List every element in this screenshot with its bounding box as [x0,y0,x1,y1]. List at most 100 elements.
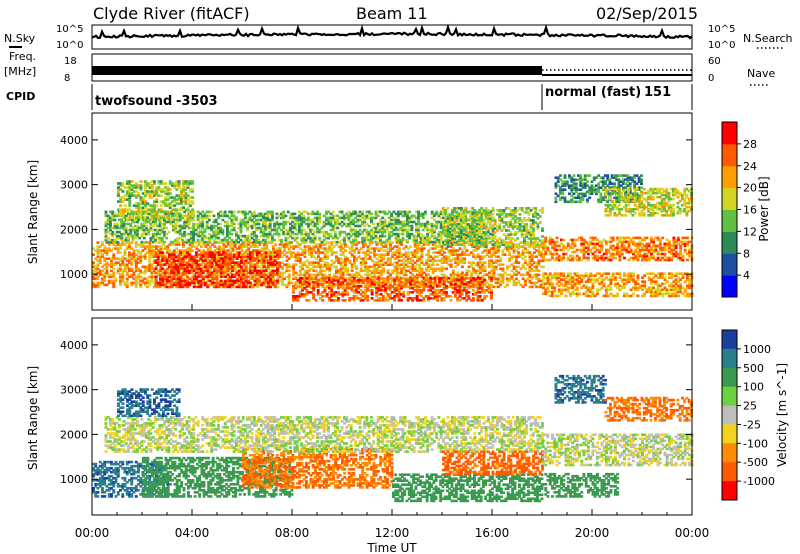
heatmap-cell [110,279,113,283]
heatmap-cell [336,236,340,240]
heatmap-cell [524,259,527,262]
heatmap-cell [528,269,532,273]
heatmap-cell [237,234,241,238]
heatmap-cell [375,283,379,287]
cpid-segment-2-name: normal (fast) [545,85,641,100]
heatmap-cell [248,218,252,222]
heatmap-cell [201,216,205,220]
heatmap-cell [340,212,344,216]
heatmap-cell [174,226,178,230]
heatmap-cell [331,218,335,222]
heatmap-cell [130,257,134,260]
heatmap-cell [382,253,386,256]
heatmap-cell [190,232,193,236]
heatmap-cell [214,228,218,232]
heatmap-cell [224,275,228,279]
heatmap-cell [350,269,354,273]
heatmap-cell [408,220,412,224]
heatmap-cell [533,275,536,279]
heatmap-cell [363,238,367,242]
heatmap-cell [503,247,507,250]
heatmap-cell [177,261,181,264]
heatmap-cell [103,251,107,254]
heatmap-cell [393,253,397,256]
heatmap-cell [285,263,289,266]
heatmap-cell [98,261,102,264]
heatmap-cell [269,259,273,262]
heatmap-cell [121,261,125,264]
heatmap-cell [222,271,225,275]
heatmap-cell [304,222,308,226]
heatmap-cell [409,271,413,275]
heatmap-cell [508,257,512,260]
heatmap-cell [354,210,357,214]
heatmap-cell [192,222,196,226]
heatmap-cell [374,210,378,214]
heatmap-cell [350,253,354,256]
heatmap-cell [510,255,514,258]
heatmap-cell [267,267,271,271]
heatmap-cell [92,263,95,266]
heatmap-cell [249,277,253,281]
heatmap-cell [490,265,494,269]
heatmap-cell [410,228,414,232]
heatmap-cell [372,216,376,220]
heatmap-cell [380,273,383,277]
heatmap-cell [510,275,514,279]
heatmap-cell [366,275,370,279]
heatmap-cell [174,263,178,266]
heatmap-cell [92,277,95,281]
heatmap-cell [255,226,259,230]
heatmap-cell [152,245,156,248]
heatmap-cell [272,253,275,256]
heatmap-cell [130,263,134,266]
heatmap-cell [134,253,138,256]
heatmap-cell [380,253,383,256]
heatmap-cell [401,236,405,240]
heatmap-cell [226,232,229,236]
heatmap-cell [178,214,182,218]
heatmap-cell [370,228,373,232]
heatmap-cell [222,275,225,279]
heatmap-cell [515,255,518,258]
heatmap-cell [172,275,176,279]
heatmap-cell [339,267,343,271]
heatmap-cell [265,245,269,248]
heatmap-cell [401,226,405,230]
heatmap-cell [106,222,110,226]
heatmap-cell [269,265,273,269]
heatmap-cell [317,247,320,250]
heatmap-cell [166,263,170,266]
heatmap-cell [362,261,365,264]
heatmap-cell [398,263,401,266]
heatmap-cell [385,228,389,232]
heatmap-cell [332,245,336,248]
heatmap-cell [501,249,505,252]
heatmap-cell [359,263,363,266]
heatmap-cell [186,249,190,252]
heatmap-cell [212,220,216,224]
heatmap-cell [416,249,419,252]
heatmap-cell [92,271,95,275]
heatmap-cell [266,212,270,216]
heatmap-cell [474,271,478,275]
heatmap-cell [418,257,421,260]
heatmap-cell [170,243,174,246]
heatmap-cell [205,224,209,228]
heatmap-cell [266,236,270,240]
heatmap-cell [361,220,364,224]
heatmap-cell [490,259,494,262]
heatmap-cell [490,263,494,266]
heatmap-cell [256,283,260,287]
heatmap-cell [339,257,343,260]
heatmap-cell [237,273,241,277]
heatmap-cell [118,226,121,230]
heatmap-cell [476,275,480,279]
heatmap-cell [346,273,349,277]
heatmap-cell [266,234,270,238]
heatmap-cell [380,257,383,260]
heatmap-cell [483,267,487,271]
heatmap-cell [528,255,532,258]
heatmap-cell [215,251,219,254]
heatmap-cell [370,234,373,238]
